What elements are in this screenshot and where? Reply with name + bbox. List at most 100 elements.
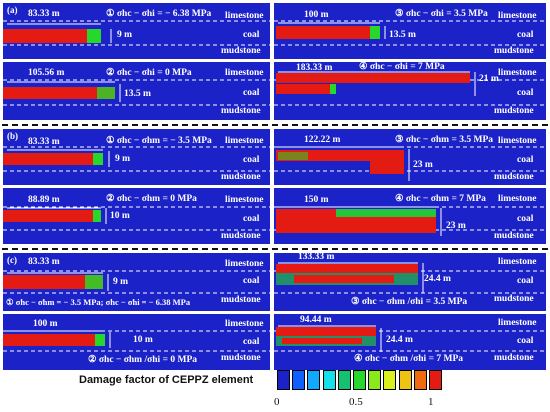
legend-swatch — [307, 370, 321, 390]
length-label: 83.33 m — [28, 9, 60, 19]
damage-zone — [3, 29, 101, 43]
condition-label: ④ σhc − σhm = 7 MPa — [395, 194, 486, 204]
height-label: 9 m — [113, 277, 129, 287]
condition-label: ④ σhc − σhi = 7 MPa — [359, 62, 445, 72]
panel-a2: 100 m ③ σhc − σhi = 3.5 MPa 13.5 m limes… — [274, 3, 546, 59]
panel-c3: 100 m ② σhc − σhm /σhi = 0 MPa 10 m lime… — [3, 314, 270, 370]
legend-swatch — [277, 370, 290, 390]
height-label: 10 m — [133, 335, 153, 345]
layer-coal: coal — [517, 336, 534, 346]
panel-b1: (b) 83.33 m ① σhc − σhm = − 3.5 MPa 9 m … — [3, 129, 270, 185]
separator — [2, 248, 548, 250]
legend-tick: 0 — [274, 396, 280, 408]
layer-mudstone: mudstone — [221, 231, 261, 241]
layer-mudstone: mudstone — [221, 46, 261, 56]
legend-tick: 0.5 — [349, 396, 363, 408]
height-label: 9 m — [115, 154, 131, 164]
height-label: 13.5 m — [124, 89, 151, 99]
group-label-c: (c) — [7, 255, 17, 265]
layer-mudstone: mudstone — [221, 295, 261, 305]
panel-b3: 88.89 m ② σhc − σhm = 0 MPa 10 m limesto… — [3, 188, 270, 244]
condition-label: ① σhc − σhi = − 6.38 MPa — [106, 9, 212, 19]
legend-swatch — [413, 370, 427, 390]
layer-mudstone: mudstone — [494, 294, 534, 304]
layer-coal: coal — [243, 155, 260, 165]
layer-limestone: limestone — [498, 68, 537, 78]
legend-swatch — [337, 370, 351, 390]
legend-title: Damage factor of CEPPZ element — [79, 374, 254, 386]
layer-coal: coal — [517, 88, 534, 98]
legend-swatch — [383, 370, 397, 390]
layer-limestone: limestone — [225, 319, 264, 329]
condition-label: ③ σhc − σhm = 3.5 MPa — [395, 135, 494, 145]
layer-mudstone: mudstone — [494, 46, 534, 56]
length-label: 94.44 m — [300, 315, 332, 325]
layer-coal: coal — [517, 30, 534, 40]
condition-label: ③ σhc − σhm /σhi = 3.5 MPa — [351, 297, 468, 307]
legend-swatch — [398, 370, 412, 390]
layer-coal: coal — [517, 276, 534, 286]
length-label: 83.33 m — [28, 137, 60, 147]
condition-label: ① σhc − σhm = − 3.5 MPa; σhc − σhi = − 6… — [6, 297, 191, 307]
separator — [2, 124, 548, 126]
legend-swatch — [353, 370, 366, 390]
length-label: 183.33 m — [296, 63, 333, 73]
layer-limestone: limestone — [225, 195, 264, 205]
layer-mudstone: mudstone — [221, 353, 261, 363]
panel-b4: 150 m ④ σhc − σhm = 7 MPa 23 m limestone… — [274, 188, 546, 244]
layer-coal: coal — [517, 155, 534, 165]
length-label: 122.22 m — [304, 135, 341, 145]
layer-limestone: limestone — [225, 68, 264, 78]
height-label: 23 m — [446, 221, 466, 231]
layer-limestone: limestone — [498, 257, 537, 267]
panel-a1: (a) 83.33 m ① σhc − σhi = − 6.38 MPa 9 m… — [3, 3, 270, 59]
layer-mudstone: mudstone — [221, 106, 261, 116]
layer-mudstone: mudstone — [221, 172, 261, 182]
layer-coal: coal — [517, 214, 534, 224]
height-label: 24.4 m — [386, 335, 413, 345]
panel-a4: 183.33 m ④ σhc − σhi = 7 MPa 21 m limest… — [274, 62, 546, 120]
layer-mudstone: mudstone — [494, 231, 534, 241]
layer-mudstone: mudstone — [494, 172, 534, 182]
layer-limestone: limestone — [498, 11, 537, 21]
layer-limestone: limestone — [225, 259, 264, 269]
legend-swatch — [322, 370, 336, 390]
height-label: 21 m — [479, 74, 499, 84]
length-label: 88.89 m — [28, 195, 60, 205]
layer-coal: coal — [243, 337, 260, 347]
condition-label: ② σhc − σhm = 0 MPa — [106, 194, 197, 204]
layer-limestone: limestone — [225, 11, 264, 21]
condition-label: ② σhc − σhm /σhi = 0 MPa — [88, 355, 197, 365]
condition-label: ③ σhc − σhi = 3.5 MPa — [395, 9, 488, 19]
height-label: 9 m — [117, 30, 133, 40]
group-label-b: (b) — [7, 131, 18, 141]
layer-mudstone: mudstone — [494, 353, 534, 363]
condition-label: ① σhc − σhm = − 3.5 MPa — [106, 136, 212, 146]
length-label: 105.56 m — [28, 68, 65, 78]
height-label: 10 m — [110, 211, 130, 221]
layer-coal: coal — [243, 214, 260, 224]
condition-label: ② σhc − σhi = 0 MPa — [106, 68, 192, 78]
length-label: 100 m — [304, 10, 329, 20]
layer-coal: coal — [243, 276, 260, 286]
panel-c2: 133.33 m ③ σhc − σhm /σhi = 3.5 MPa 24.4… — [274, 253, 546, 311]
height-label: 13.5 m — [389, 30, 416, 40]
layer-coal: coal — [243, 30, 260, 40]
length-label: 150 m — [304, 195, 329, 205]
layer-limestone: limestone — [498, 318, 537, 328]
length-label: 100 m — [33, 319, 58, 329]
layer-coal: coal — [243, 88, 260, 98]
height-label: 24.4 m — [424, 274, 451, 284]
condition-label: ④ σhc − σhm /σhi = 7 MPa — [354, 354, 463, 364]
layer-limestone: limestone — [225, 136, 264, 146]
panel-b2: 122.22 m ③ σhc − σhm = 3.5 MPa 23 m lime… — [274, 129, 546, 185]
layer-limestone: limestone — [498, 136, 537, 146]
length-label: 83.33 m — [28, 257, 60, 267]
group-label-a: (a) — [7, 5, 18, 15]
length-label: 133.33 m — [298, 253, 335, 262]
panel-a3: 105.56 m ② σhc − σhi = 0 MPa 13.5 m lime… — [3, 62, 270, 120]
panel-c4: 94.44 m ④ σhc − σhm /σhi = 7 MPa 24.4 m … — [274, 314, 546, 370]
layer-mudstone: mudstone — [494, 106, 534, 116]
legend-swatch — [368, 370, 382, 390]
legend-swatch — [292, 370, 306, 390]
